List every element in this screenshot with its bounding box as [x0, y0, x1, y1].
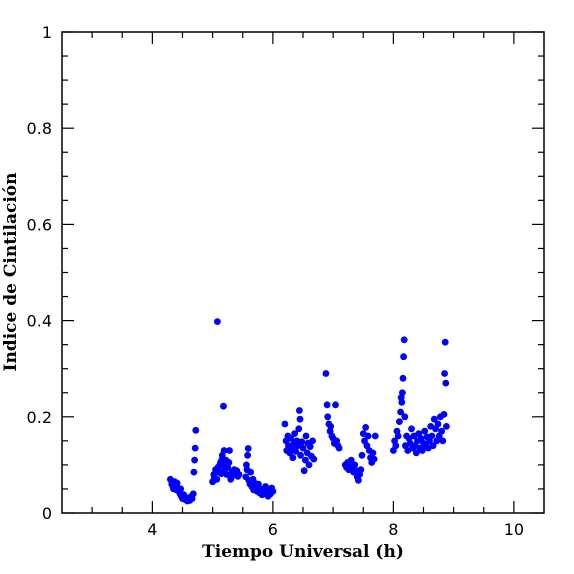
data-point [220, 447, 228, 454]
data-point [235, 471, 243, 478]
x-tick-label: 10 [504, 520, 524, 539]
data-point [191, 456, 199, 464]
data-point [302, 432, 310, 440]
data-point [397, 408, 404, 416]
data-point [412, 449, 420, 457]
x-axis-title: Tiempo Universal (h) [202, 542, 404, 562]
y-tick-label: 0.6 [27, 215, 52, 234]
data-point [300, 467, 308, 475]
data-point [434, 420, 442, 428]
axis-tick-labels: 4 6 8 10 0 0.2 0.4 0.6 0.8 1 [27, 23, 525, 539]
data-point [226, 447, 233, 454]
data-point [399, 389, 406, 397]
data-point [302, 456, 309, 464]
data-point [220, 402, 227, 410]
data-point [244, 445, 252, 452]
data-point [244, 451, 252, 459]
data-point [223, 471, 230, 478]
data-point [299, 444, 307, 452]
data-point [191, 444, 199, 452]
data-point [371, 432, 379, 440]
data-point [305, 461, 313, 469]
axis-ticks [62, 31, 544, 514]
data-point [441, 370, 448, 377]
data-point [351, 461, 359, 469]
data-point [291, 430, 298, 437]
data-point [396, 418, 403, 425]
data-point [247, 468, 255, 476]
data-point [281, 420, 289, 428]
y-tick-label: 1 [42, 23, 52, 42]
data-point [370, 455, 378, 463]
data-point [408, 425, 415, 433]
data-point [439, 437, 447, 445]
data-points [167, 318, 450, 505]
data-point [400, 336, 408, 344]
data-point [306, 443, 314, 450]
data-point [369, 449, 377, 457]
data-point [440, 411, 448, 418]
y-axis-title: Indice de Cintilación [1, 172, 21, 371]
y-tick-label: 0.8 [27, 119, 52, 138]
data-point [358, 451, 366, 459]
data-point [421, 427, 429, 435]
data-point [213, 475, 221, 483]
data-point [441, 338, 449, 346]
data-point [394, 432, 402, 440]
y-tick-label: 0.4 [27, 312, 52, 331]
data-point [214, 318, 221, 325]
data-point [309, 437, 316, 445]
data-point [357, 466, 365, 474]
data-point [298, 438, 306, 446]
x-tick-label: 4 [147, 520, 157, 539]
data-point [400, 353, 407, 361]
x-tick-label: 8 [388, 520, 398, 539]
data-point [355, 476, 362, 484]
data-point [442, 379, 450, 387]
data-point [401, 413, 409, 421]
y-tick-label: 0 [42, 504, 52, 523]
data-point [418, 447, 426, 454]
data-point [289, 454, 297, 462]
data-point [189, 490, 197, 498]
data-point [362, 424, 370, 431]
data-point [287, 435, 295, 442]
data-point [225, 459, 233, 466]
data-point [323, 401, 331, 409]
data-point [399, 374, 407, 382]
data-point [292, 448, 300, 455]
data-point [430, 415, 438, 423]
data-point [295, 425, 303, 433]
data-point [269, 488, 277, 495]
data-point [347, 456, 355, 464]
data-point [296, 407, 303, 414]
data-point [324, 413, 332, 421]
data-point [443, 423, 450, 430]
data-point [192, 426, 200, 434]
data-point [429, 442, 437, 450]
data-point [310, 455, 318, 463]
data-point [297, 451, 304, 459]
data-point [296, 415, 304, 423]
data-point [322, 370, 330, 377]
data-point [398, 399, 406, 406]
data-point [428, 432, 436, 440]
data-point [335, 444, 343, 452]
data-point [177, 485, 185, 493]
data-point [364, 432, 372, 440]
data-point [392, 442, 400, 450]
data-point [332, 401, 339, 409]
data-point [438, 427, 445, 435]
x-tick-label: 6 [268, 520, 278, 539]
data-point [327, 423, 335, 430]
y-tick-label: 0.2 [27, 408, 52, 427]
data-point [190, 468, 198, 476]
